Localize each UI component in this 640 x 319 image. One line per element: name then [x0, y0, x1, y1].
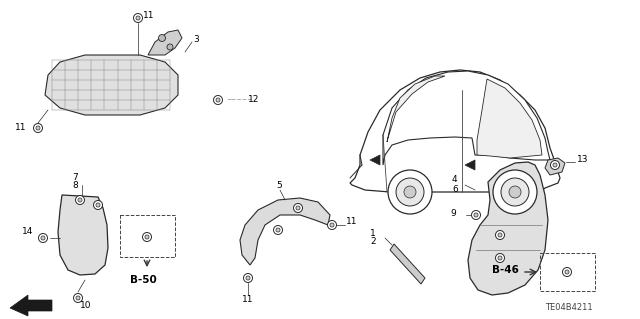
Text: 14: 14 [22, 227, 33, 236]
Text: 10: 10 [80, 300, 92, 309]
Text: 1: 1 [370, 228, 376, 238]
Circle shape [214, 95, 223, 105]
Polygon shape [45, 55, 178, 115]
Circle shape [472, 211, 481, 219]
Circle shape [296, 206, 300, 210]
Circle shape [493, 170, 537, 214]
Circle shape [404, 186, 416, 198]
Text: 3: 3 [193, 35, 199, 44]
Circle shape [498, 256, 502, 260]
Polygon shape [545, 158, 565, 175]
Circle shape [501, 178, 529, 206]
Polygon shape [477, 79, 542, 158]
Bar [120, 215, 175, 257]
Circle shape [143, 233, 152, 241]
Circle shape [276, 228, 280, 232]
Circle shape [246, 276, 250, 280]
Circle shape [396, 178, 424, 206]
Circle shape [167, 44, 173, 50]
Polygon shape [350, 70, 560, 192]
Circle shape [145, 235, 149, 239]
Polygon shape [58, 195, 108, 275]
Text: 4: 4 [452, 175, 458, 184]
Circle shape [553, 163, 557, 167]
Circle shape [495, 231, 504, 240]
Text: 9: 9 [450, 209, 456, 218]
Circle shape [41, 236, 45, 240]
Circle shape [159, 34, 166, 41]
Circle shape [136, 16, 140, 20]
Circle shape [216, 98, 220, 102]
Text: B-46: B-46 [492, 265, 519, 275]
Circle shape [273, 226, 282, 234]
Circle shape [38, 234, 47, 242]
Text: 11: 11 [143, 11, 154, 19]
Circle shape [76, 296, 80, 300]
Circle shape [78, 198, 82, 202]
Circle shape [96, 203, 100, 207]
Circle shape [330, 223, 334, 227]
Polygon shape [390, 244, 425, 284]
Circle shape [76, 196, 84, 204]
Circle shape [33, 123, 42, 132]
Circle shape [328, 220, 337, 229]
Polygon shape [370, 155, 380, 165]
Polygon shape [383, 71, 550, 165]
Text: 11: 11 [15, 123, 26, 132]
Circle shape [388, 170, 432, 214]
Text: 6: 6 [452, 184, 458, 194]
Circle shape [74, 293, 83, 302]
Polygon shape [240, 198, 330, 265]
Polygon shape [387, 76, 445, 142]
Circle shape [36, 126, 40, 130]
Circle shape [134, 13, 143, 23]
Polygon shape [465, 160, 475, 170]
Bar [540, 253, 595, 291]
Circle shape [563, 268, 572, 277]
Text: 2: 2 [370, 236, 376, 246]
Polygon shape [468, 162, 548, 295]
Text: 12: 12 [248, 95, 259, 105]
Text: 5: 5 [276, 181, 282, 189]
Text: 13: 13 [577, 155, 589, 165]
Circle shape [294, 204, 303, 212]
Circle shape [509, 186, 521, 198]
Circle shape [474, 213, 478, 217]
Circle shape [495, 254, 504, 263]
Text: FR.: FR. [33, 300, 52, 310]
Circle shape [93, 201, 102, 210]
Circle shape [243, 273, 253, 283]
Text: 11: 11 [242, 295, 253, 305]
Polygon shape [10, 295, 52, 316]
Text: B-50: B-50 [130, 275, 157, 285]
Circle shape [550, 160, 559, 169]
Text: 7: 7 [72, 174, 77, 182]
Polygon shape [148, 30, 182, 55]
Text: 8: 8 [72, 181, 77, 189]
Text: TE04B4211: TE04B4211 [545, 303, 593, 313]
Text: 11: 11 [346, 218, 358, 226]
Circle shape [498, 233, 502, 237]
Text: ~~~~~: ~~~~~ [226, 98, 252, 102]
Circle shape [565, 270, 569, 274]
